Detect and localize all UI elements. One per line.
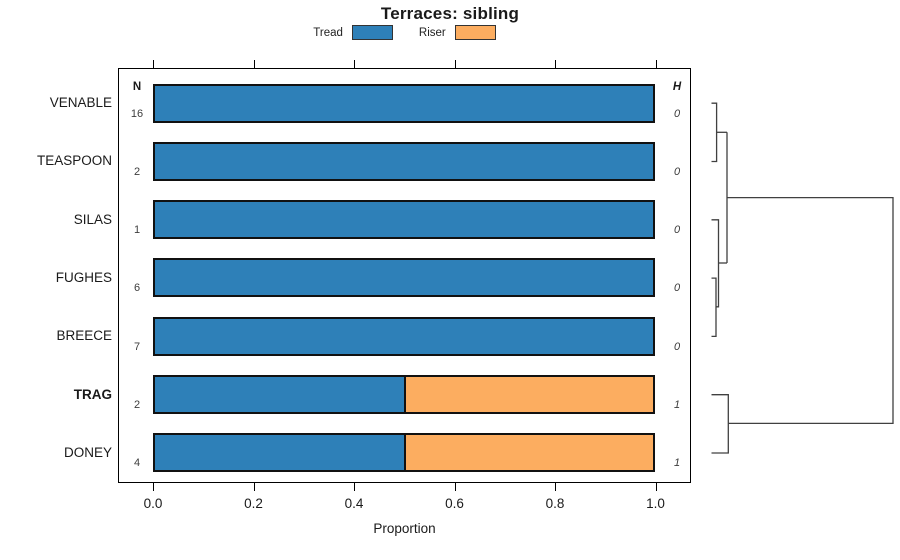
dendrogram-line xyxy=(727,196,894,425)
n-column-header: N xyxy=(132,81,142,93)
x-tick xyxy=(555,483,557,491)
top-tick xyxy=(555,60,557,68)
bar-fughes xyxy=(153,258,655,298)
n-value: 6 xyxy=(133,282,141,295)
legend-item-riser: Riser xyxy=(419,25,496,40)
h-value: 0 xyxy=(673,224,681,237)
bar-breece xyxy=(153,316,655,356)
plot-area xyxy=(118,68,691,483)
category-label-silas: SILAS xyxy=(73,211,112,227)
x-tick-label: 1.0 xyxy=(646,496,665,511)
bar-teaspoon xyxy=(153,141,655,181)
n-value: 4 xyxy=(133,457,141,470)
category-label-teaspoon: TEASPOON xyxy=(36,153,112,169)
h-value: 0 xyxy=(673,282,681,295)
n-value: 7 xyxy=(133,340,141,353)
n-value: 1 xyxy=(133,224,141,237)
bar-venable xyxy=(153,83,655,123)
x-tick-label: 0.2 xyxy=(244,496,263,511)
category-label-trag: TRAG xyxy=(73,386,112,402)
top-tick xyxy=(354,60,356,68)
n-value: 2 xyxy=(133,165,141,178)
bar-trag xyxy=(153,375,655,414)
dendrogram-line xyxy=(711,277,717,338)
x-tick xyxy=(354,483,356,491)
top-tick xyxy=(253,60,255,68)
x-tick xyxy=(655,483,657,491)
category-label-breece: BREECE xyxy=(56,328,112,344)
chart-title: Terraces: sibling xyxy=(380,4,520,23)
h-value: 1 xyxy=(673,399,681,411)
bar-doney xyxy=(153,433,655,473)
top-tick xyxy=(655,60,657,68)
legend-swatch-tread xyxy=(351,25,393,40)
bar-segment-riser xyxy=(404,435,653,471)
legend-label: Tread xyxy=(313,26,343,39)
top-tick xyxy=(153,60,155,68)
n-value: 16 xyxy=(130,107,144,120)
h-column-header: H xyxy=(672,81,682,93)
category-label-doney: DONEY xyxy=(63,444,112,460)
legend-label: Riser xyxy=(418,26,446,39)
h-value: 1 xyxy=(673,457,681,470)
legend-swatch-riser xyxy=(454,25,496,40)
dendrogram-line xyxy=(711,394,729,454)
x-axis-label: Proportion xyxy=(373,521,436,536)
n-value: 2 xyxy=(133,399,141,411)
bar-silas xyxy=(153,200,655,240)
h-value: 0 xyxy=(673,340,681,353)
h-value: 0 xyxy=(673,165,681,178)
bar-segment-riser xyxy=(404,377,653,412)
x-tick xyxy=(253,483,255,491)
h-value: 0 xyxy=(673,107,681,120)
dendrogram-line xyxy=(711,102,718,163)
category-label-fughes: FUGHES xyxy=(55,269,112,285)
x-tick-label: 0.8 xyxy=(545,496,565,511)
x-tick xyxy=(153,483,155,491)
legend: Tread Riser xyxy=(118,25,691,40)
top-tick xyxy=(454,60,456,68)
dendrogram-line xyxy=(711,219,720,308)
x-tick xyxy=(454,483,456,491)
category-label-venable: VENABLE xyxy=(49,95,112,110)
legend-item-tread: Tread xyxy=(313,25,393,40)
x-tick-label: 0.6 xyxy=(445,496,464,511)
x-tick-label: 0.0 xyxy=(143,496,163,511)
x-tick-label: 0.4 xyxy=(344,496,364,511)
